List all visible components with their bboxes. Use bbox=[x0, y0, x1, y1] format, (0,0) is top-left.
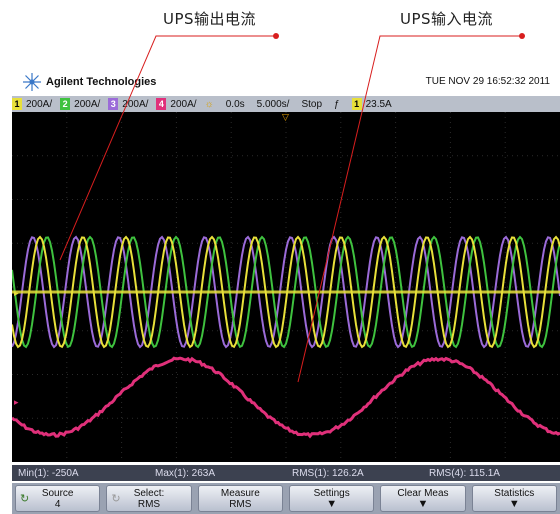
channel-status-bar: 1 200A/ 2 200A/ 3 200A/ 4 200A/ ☼ 0.0s 5… bbox=[12, 96, 560, 112]
measurement-rms-ch1: RMS(1): 126.2A bbox=[292, 467, 364, 479]
select-softkey-label: Select: bbox=[133, 487, 165, 499]
cycle-icon: ↻ bbox=[111, 493, 121, 505]
measurement-bar: Min(1): -250A Max(1): 263A RMS(1): 126.2… bbox=[12, 465, 560, 481]
down-arrow-icon: ▼ bbox=[417, 498, 429, 510]
channel-2-status[interactable]: 2 200A/ bbox=[60, 98, 100, 110]
date-time: TUE NOV 29 16:52:32 2011 bbox=[425, 76, 550, 87]
statistics-softkey-label: Statistics bbox=[494, 488, 535, 499]
channel-4-scale: 200A/ bbox=[170, 98, 197, 110]
timebase-scale[interactable]: 5.000s/ bbox=[256, 98, 290, 110]
channel-1-badge: 1 bbox=[12, 98, 22, 110]
source-softkey-value: 4 bbox=[54, 498, 61, 510]
down-arrow-icon: ▼ bbox=[326, 498, 338, 510]
trigger-position-marker: ▽ bbox=[282, 113, 289, 123]
settings-softkey-label: Settings bbox=[313, 488, 350, 499]
settings-softkey[interactable]: Settings ▼ bbox=[288, 485, 375, 512]
channel-4-ground-marker: ▸ bbox=[14, 398, 19, 408]
waveform-canvas: ▸ ▸ ▽ bbox=[12, 112, 560, 462]
source-softkey[interactable]: ↻ Source 4 bbox=[15, 485, 101, 512]
channel-1-status[interactable]: 1 200A/ bbox=[12, 98, 52, 110]
channel-3-status[interactable]: 3 200A/ bbox=[108, 98, 148, 110]
channel-2-badge: 2 bbox=[60, 98, 71, 110]
channel-1-scale: 200A/ bbox=[26, 98, 53, 110]
annotation-dot-input bbox=[519, 33, 525, 39]
source-softkey-label: Source bbox=[41, 487, 74, 499]
measure-rms-softkey[interactable]: Measure RMS bbox=[197, 485, 283, 512]
delay-icon: ☼ bbox=[204, 98, 214, 110]
measurement-rms-ch4: RMS(4): 115.1A bbox=[429, 467, 500, 479]
select-softkey[interactable]: ↻ Select: RMS bbox=[106, 485, 192, 512]
channel-4-badge: 4 bbox=[156, 98, 167, 110]
channel-3-scale: 200A/ bbox=[122, 98, 149, 110]
statistics-softkey[interactable]: Statistics ▼ bbox=[471, 485, 557, 512]
channel-3-badge: 3 bbox=[108, 98, 119, 110]
down-arrow-icon: ▼ bbox=[508, 498, 520, 510]
clear-meas-softkey-label: Clear Meas bbox=[397, 488, 449, 499]
annotation-dot-output bbox=[273, 33, 279, 39]
channel-1-ground-marker: ▸ bbox=[14, 289, 19, 299]
select-softkey-value: RMS bbox=[137, 498, 161, 510]
annotation-output-current: UPS输出电流 bbox=[163, 10, 257, 28]
trigger-level: 23.5A bbox=[365, 98, 392, 110]
run-state[interactable]: Stop bbox=[301, 98, 323, 110]
agilent-spark-logo-icon bbox=[23, 73, 41, 91]
timebase-delay[interactable]: 0.0s bbox=[225, 98, 245, 110]
brand-name: Agilent Technologies bbox=[46, 76, 157, 88]
trigger-status[interactable]: 1 23.5A bbox=[351, 98, 392, 110]
measure-softkey-label: Measure bbox=[220, 487, 260, 499]
channel-4-status[interactable]: 4 200A/ bbox=[156, 98, 197, 110]
measurement-max-ch1: Max(1): 263A bbox=[155, 467, 216, 479]
channel-2-scale: 200A/ bbox=[74, 98, 101, 110]
clear-meas-softkey[interactable]: Clear Meas ▼ bbox=[380, 485, 466, 512]
cycle-icon: ↻ bbox=[20, 493, 30, 505]
trigger-channel-badge: 1 bbox=[351, 98, 362, 110]
annotation-input-current: UPS输入电流 bbox=[400, 10, 494, 28]
waveform-display[interactable]: ▸ ▸ ▽ bbox=[12, 112, 560, 462]
measurement-min-ch1: Min(1): -250A bbox=[18, 467, 79, 479]
measure-softkey-value: RMS bbox=[229, 498, 252, 510]
trigger-edge-icon: ƒ bbox=[334, 98, 340, 110]
softkey-bar: ↻ Source 4 ↻ Select: RMS Measure RMS Set… bbox=[12, 483, 560, 514]
